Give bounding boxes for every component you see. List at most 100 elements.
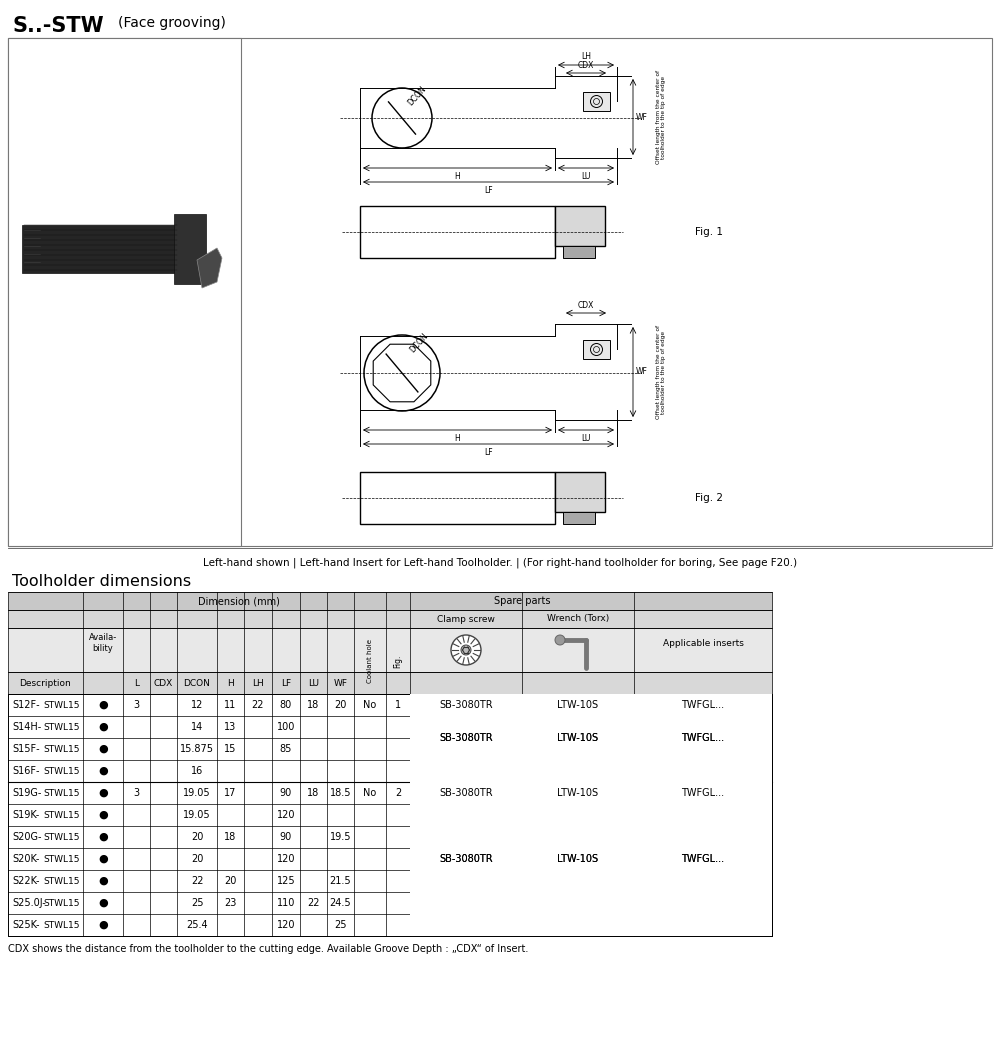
Text: S14H-: S14H- xyxy=(12,722,41,732)
Bar xyxy=(522,782,634,803)
Text: 19.05: 19.05 xyxy=(183,788,211,798)
Bar xyxy=(563,246,595,258)
Text: CDX: CDX xyxy=(578,61,594,70)
Text: LU: LU xyxy=(308,679,319,687)
Text: S..-STW: S..-STW xyxy=(12,16,104,36)
Bar xyxy=(634,695,772,715)
Text: 12: 12 xyxy=(191,700,203,710)
Text: 20: 20 xyxy=(191,854,203,864)
Bar xyxy=(634,738,772,759)
Bar xyxy=(522,695,634,715)
Text: STWL15: STWL15 xyxy=(44,745,80,753)
Text: SB-3080TR: SB-3080TR xyxy=(439,700,493,710)
Bar xyxy=(410,717,522,737)
Text: 120: 120 xyxy=(277,854,295,864)
Text: Wrench (Torx): Wrench (Torx) xyxy=(547,614,609,623)
Text: STWL15: STWL15 xyxy=(44,723,80,731)
Text: 18: 18 xyxy=(307,788,320,798)
Text: CDX: CDX xyxy=(578,301,594,310)
Text: 15.875: 15.875 xyxy=(180,744,214,754)
Text: STWL15: STWL15 xyxy=(44,811,80,819)
Text: Dimension (mm): Dimension (mm) xyxy=(198,596,279,606)
Text: ●: ● xyxy=(98,722,108,732)
Text: Coolant hole: Coolant hole xyxy=(367,639,373,683)
Text: 22: 22 xyxy=(191,876,203,886)
Bar xyxy=(583,92,610,111)
Text: Description: Description xyxy=(20,679,71,687)
Text: S12F-: S12F- xyxy=(12,700,40,710)
Bar xyxy=(410,892,522,914)
Text: DCON: DCON xyxy=(406,84,428,107)
Text: 85: 85 xyxy=(280,744,292,754)
Bar xyxy=(522,738,634,759)
Bar xyxy=(522,717,634,737)
Text: ●: ● xyxy=(98,920,108,930)
Text: LF: LF xyxy=(281,679,291,687)
Text: 18.5: 18.5 xyxy=(330,788,351,798)
Text: LU: LU xyxy=(581,172,591,181)
Bar xyxy=(410,695,522,715)
Bar xyxy=(522,826,634,847)
Text: 18: 18 xyxy=(307,700,320,710)
Bar xyxy=(8,592,772,610)
Text: S19G-: S19G- xyxy=(12,788,41,798)
Text: ●: ● xyxy=(98,766,108,776)
Text: 90: 90 xyxy=(280,832,292,842)
Text: S25.0J-: S25.0J- xyxy=(12,899,46,908)
Text: No: No xyxy=(363,788,377,798)
Text: S25K-: S25K- xyxy=(12,920,40,930)
Text: 2: 2 xyxy=(395,788,401,798)
Bar xyxy=(634,870,772,891)
Text: LTW-10S: LTW-10S xyxy=(557,733,599,743)
Text: 25.4: 25.4 xyxy=(186,920,208,930)
Text: Applicable inserts: Applicable inserts xyxy=(663,638,743,647)
Text: 20: 20 xyxy=(334,700,347,710)
Text: 1: 1 xyxy=(395,700,401,710)
Text: No: No xyxy=(363,700,377,710)
Text: SB-3080TR: SB-3080TR xyxy=(439,854,493,864)
Text: ●: ● xyxy=(98,700,108,710)
Text: (Face grooving): (Face grooving) xyxy=(118,16,226,30)
Bar xyxy=(522,760,634,781)
Bar xyxy=(634,892,772,914)
Bar xyxy=(634,782,772,803)
Text: STWL15: STWL15 xyxy=(44,920,80,930)
Text: Availa-
bility: Availa- bility xyxy=(89,633,117,653)
Text: LTW-10S: LTW-10S xyxy=(557,788,599,798)
Text: 120: 120 xyxy=(277,920,295,930)
Text: LH: LH xyxy=(581,52,591,61)
Bar xyxy=(410,760,522,781)
Bar xyxy=(8,628,772,672)
Text: 14: 14 xyxy=(191,722,203,732)
Bar xyxy=(410,738,522,759)
Bar xyxy=(634,760,772,781)
Text: TWFGL...: TWFGL... xyxy=(681,700,725,710)
Text: Fig. 2: Fig. 2 xyxy=(695,493,723,503)
Text: S19K-: S19K- xyxy=(12,810,39,820)
Text: ●: ● xyxy=(98,832,108,842)
Text: TWFGL...: TWFGL... xyxy=(681,854,725,864)
Text: S22K-: S22K- xyxy=(12,876,40,886)
Text: Offset length from the center of
toolholder to the tip of edge: Offset length from the center of toolhol… xyxy=(656,70,666,164)
Text: S16F-: S16F- xyxy=(12,766,40,776)
Text: 125: 125 xyxy=(277,876,295,886)
Text: Clamp screw: Clamp screw xyxy=(437,614,495,623)
Text: STWL15: STWL15 xyxy=(44,833,80,841)
Text: STWL15: STWL15 xyxy=(44,789,80,797)
Text: ●: ● xyxy=(98,876,108,886)
Text: 90: 90 xyxy=(280,788,292,798)
Text: Toolholder dimensions: Toolholder dimensions xyxy=(12,574,191,589)
Bar xyxy=(522,892,634,914)
Bar xyxy=(410,870,522,891)
Bar xyxy=(360,206,555,258)
Text: LU: LU xyxy=(581,434,591,444)
Text: ●: ● xyxy=(98,744,108,754)
Text: STWL15: STWL15 xyxy=(44,767,80,775)
Text: S20K-: S20K- xyxy=(12,854,39,864)
Bar xyxy=(563,511,595,524)
Text: 25: 25 xyxy=(334,920,347,930)
Text: 23: 23 xyxy=(224,899,237,908)
Circle shape xyxy=(555,635,565,645)
Text: H: H xyxy=(455,172,460,181)
Bar xyxy=(8,38,241,546)
